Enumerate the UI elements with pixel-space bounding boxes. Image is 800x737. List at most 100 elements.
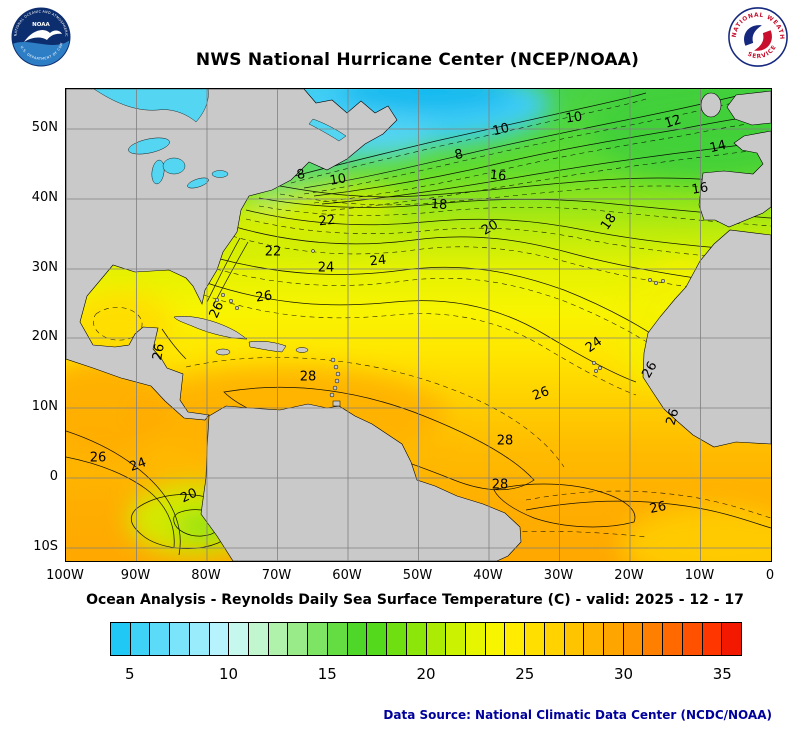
colorbar-segment [663, 623, 683, 655]
isotherm-28-equatorial [493, 483, 636, 528]
lat-tick-label: 10S [33, 538, 58, 554]
colorbar-segment [485, 623, 506, 655]
nws-logo-svg: NATIONAL WEATHER SERVICE [728, 7, 788, 67]
island-hispaniola [248, 340, 287, 353]
land-iberia-france [698, 130, 771, 228]
colorbar-segment [170, 623, 190, 655]
colorbar-segment [446, 623, 466, 655]
ocean-wave-icon [12, 40, 70, 66]
island-antilles [329, 392, 335, 398]
colorbar-segment [367, 623, 388, 655]
island-canaries [660, 278, 666, 284]
colorbar-segment [327, 623, 348, 655]
isotherm-yucatan [161, 328, 187, 360]
isotherm-14 [321, 140, 771, 205]
lake-ontario [211, 170, 229, 178]
isotherm-26-south [525, 500, 771, 529]
isotherm-gom-ring [93, 307, 143, 341]
colorbar-segment [465, 623, 486, 655]
colorbar-segment [603, 623, 624, 655]
sst-map: 8 10 8 10 10 12 14 16 16 18 18 20 22 22 24 24 26 26 26 28 24… [65, 88, 772, 562]
hurricane-swirl-red-icon [754, 30, 772, 51]
colorbar-segment [209, 623, 230, 655]
land-north-america [66, 89, 398, 421]
isotherm-12 [313, 112, 771, 197]
graticule [66, 89, 771, 561]
colorbar-segment [505, 623, 526, 655]
noaa-logo-label: NOAA [32, 22, 50, 28]
colorbar-tick-label: 30 [613, 665, 634, 683]
island-bahamas [220, 292, 226, 298]
lake-erie [187, 177, 209, 189]
island-antilles [335, 371, 341, 377]
lon-tick-label: 40W [473, 568, 503, 583]
lon-tick-label: 50W [402, 568, 433, 583]
lon-tick-label: 0 [765, 568, 775, 583]
island-bahamas [228, 298, 234, 304]
colorbar-segment [426, 623, 447, 655]
page-title: NWS National Hurricane Center (NCEP/NOAA… [195, 50, 640, 70]
isotherm-20 [245, 209, 771, 253]
colorbar-segment [111, 623, 131, 655]
land-africa [642, 229, 771, 448]
lat-tick-label: 10N [31, 399, 58, 415]
lon-tick-label: 20W [614, 568, 644, 583]
colorbar-segment [387, 623, 407, 655]
island-canaries [647, 277, 653, 283]
land-britain [726, 90, 771, 126]
lon-tick-label: 80W [191, 568, 221, 583]
colorbar [110, 622, 742, 656]
colorbar-segment [308, 623, 328, 655]
sst-map-svg [66, 89, 771, 561]
lat-tick-label: 20N [31, 329, 58, 345]
data-source: Data Source: National Climatic Data Cent… [383, 708, 772, 722]
lake-michigan [151, 159, 165, 185]
island-canaries [653, 280, 659, 286]
island-cape-verde [593, 368, 599, 374]
island-antilles [333, 364, 339, 370]
colorbar-tick-label: 10 [218, 665, 239, 683]
lon-tick-label: 10W [684, 568, 715, 583]
island-cuba [173, 316, 248, 340]
colorbar-segment [189, 623, 210, 655]
nws-logo: NATIONAL WEATHER SERVICE [727, 6, 789, 68]
lakes [93, 89, 347, 189]
colorbar-tick-label: 25 [515, 665, 535, 683]
colorbar-segment [643, 623, 664, 655]
colorbar-segment [288, 623, 309, 655]
lon-tick-label: 70W [261, 568, 292, 583]
lon-tick-label: 100W [46, 568, 84, 583]
lake-superior [128, 137, 170, 155]
lake-huron [162, 157, 186, 175]
colorbar-segment [268, 623, 289, 655]
colorbar-tick-label: 15 [317, 665, 337, 683]
noaa-logo: NOAA NATIONAL OCEANIC AND ATMOSPHERIC AD… [10, 6, 72, 68]
island-jamaica [215, 348, 231, 356]
island-cape-verde [597, 365, 603, 371]
colorbar-segment [150, 623, 171, 655]
seagull-icon [24, 30, 62, 42]
land-masses [66, 89, 771, 561]
caption: Ocean Analysis - Reynolds Daily Sea Surf… [86, 592, 744, 608]
colorbar-segment [702, 623, 723, 655]
lat-tick-label: 50N [31, 119, 58, 135]
colorbar-segment [623, 623, 644, 655]
colorbar-segment [347, 623, 368, 655]
land-south-america [200, 403, 522, 561]
colorbar-scale: 5 10 15 20 25 30 35 [110, 664, 742, 686]
colorbar-segment [722, 623, 741, 655]
isotherm-24-pacific [130, 494, 234, 549]
colorbar-segment [249, 623, 269, 655]
island-cape-verde [591, 360, 597, 366]
lat-tick-label: 0 [49, 468, 58, 484]
island-bermuda [311, 249, 315, 253]
nws-logo-disc [728, 7, 788, 67]
colorbar-tick-label: 35 [712, 665, 732, 683]
lon-tick-label: 60W [332, 568, 362, 583]
lat-tick-label: 30N [31, 259, 58, 275]
colorbar-segment [544, 623, 565, 655]
colorbar-tick-label: 5 [124, 665, 135, 683]
island-antilles [334, 378, 340, 384]
